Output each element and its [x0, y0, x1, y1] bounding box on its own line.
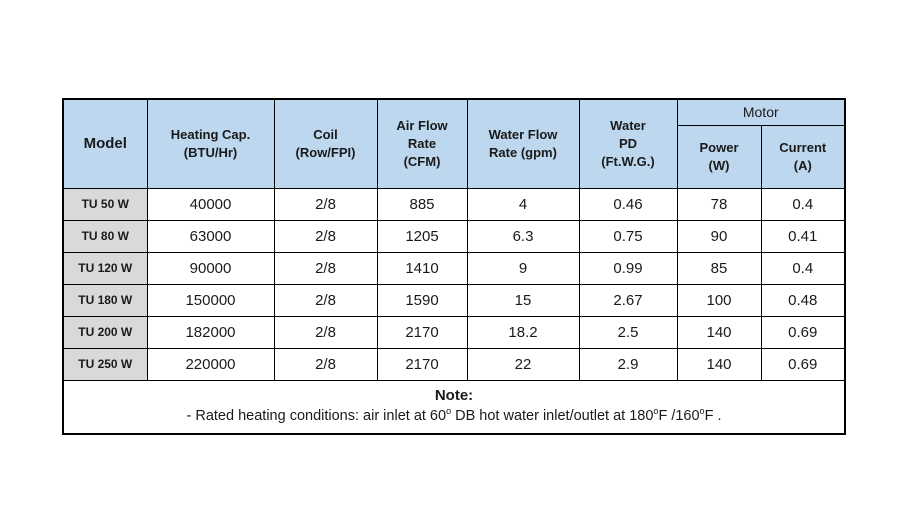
note-text-part: DB hot water inlet/outlet at 180: [451, 407, 654, 424]
water-flow-cell: 6.3: [466, 219, 580, 253]
table-row-tu-120w: TU 120 W 90000 2/8 1410 9 0.99 85 0.4: [62, 251, 846, 285]
water-pd-cell: 2.9: [578, 347, 678, 381]
column-header-power: Power (W): [676, 124, 762, 189]
note-text-part: F /160: [658, 407, 700, 424]
note-text-part: - Rated heating conditions: air inlet at…: [186, 407, 447, 424]
column-group-header-motor: Motor: [676, 98, 846, 126]
column-header-coil: Coil (Row/FPI): [273, 98, 378, 189]
column-header-heating-cap: Heating Cap. (BTU/Hr): [146, 98, 275, 189]
power-cell: 140: [676, 315, 762, 349]
model-cell: TU 50 W: [62, 187, 148, 221]
note-row: Note: - Rated heating conditions: air in…: [62, 379, 846, 435]
coil-cell: 2/8: [273, 219, 378, 253]
table-row-tu-250w: TU 250 W 220000 2/8 2170 22 2.9 140 0.69: [62, 347, 846, 381]
air-flow-cell: 2170: [376, 315, 468, 349]
model-cell: TU 250 W: [62, 347, 148, 381]
water-pd-cell: 0.99: [578, 251, 678, 285]
power-cell: 78: [676, 187, 762, 221]
heating-cap-cell: 150000: [146, 283, 275, 317]
table-row-tu-200w: TU 200 W 182000 2/8 2170 18.2 2.5 140 0.…: [62, 315, 846, 349]
power-cell: 100: [676, 283, 762, 317]
coil-cell: 2/8: [273, 187, 378, 221]
degree-superscript: o: [699, 405, 705, 416]
current-cell: 0.69: [760, 347, 846, 381]
coil-cell: 2/8: [273, 315, 378, 349]
column-header-water-flow-rate: Water Flow Rate (gpm): [466, 98, 580, 189]
heating-cap-cell: 40000: [146, 187, 275, 221]
degree-superscript: o: [653, 405, 659, 416]
current-cell: 0.4: [760, 187, 846, 221]
table-row-tu-180w: TU 180 W 150000 2/8 1590 15 2.67 100 0.4…: [62, 283, 846, 317]
table-row-tu-50w: TU 50 W 40000 2/8 885 4 0.46 78 0.4: [62, 187, 846, 221]
table-body: TU 50 W 40000 2/8 885 4 0.46 78 0.4 TU 8…: [62, 187, 846, 435]
air-flow-cell: 1205: [376, 219, 468, 253]
air-flow-cell: 2170: [376, 347, 468, 381]
current-cell: 0.4: [760, 251, 846, 285]
model-cell: TU 80 W: [62, 219, 148, 253]
column-header-current: Current (A): [760, 124, 846, 189]
degree-superscript: o: [446, 405, 452, 416]
power-cell: 85: [676, 251, 762, 285]
water-pd-cell: 0.75: [578, 219, 678, 253]
air-flow-cell: 1590: [376, 283, 468, 317]
note-cell: Note: - Rated heating conditions: air in…: [62, 379, 846, 435]
coil-cell: 2/8: [273, 283, 378, 317]
table-row-tu-80w: TU 80 W 63000 2/8 1205 6.3 0.75 90 0.41: [62, 219, 846, 253]
air-flow-cell: 1410: [376, 251, 468, 285]
model-cell: TU 180 W: [62, 283, 148, 317]
water-flow-cell: 15: [466, 283, 580, 317]
heating-cap-cell: 90000: [146, 251, 275, 285]
water-flow-cell: 4: [466, 187, 580, 221]
power-cell: 90: [676, 219, 762, 253]
heating-cap-cell: 182000: [146, 315, 275, 349]
model-cell: TU 120 W: [62, 251, 148, 285]
water-flow-cell: 18.2: [466, 315, 580, 349]
note-title: Note:: [434, 387, 474, 405]
column-header-model: Model: [62, 98, 148, 189]
water-flow-cell: 9: [466, 251, 580, 285]
current-cell: 0.41: [760, 219, 846, 253]
coil-cell: 2/8: [273, 251, 378, 285]
table-header: Model Heating Cap. (BTU/Hr) Coil (Row/FP…: [62, 98, 846, 189]
heating-cap-cell: 63000: [146, 219, 275, 253]
water-pd-cell: 2.5: [578, 315, 678, 349]
heating-spec-table: Model Heating Cap. (BTU/Hr) Coil (Row/FP…: [62, 98, 847, 435]
water-pd-cell: 0.46: [578, 187, 678, 221]
current-cell: 0.48: [760, 283, 846, 317]
current-cell: 0.69: [760, 315, 846, 349]
water-flow-cell: 22: [466, 347, 580, 381]
coil-cell: 2/8: [273, 347, 378, 381]
water-pd-cell: 2.67: [578, 283, 678, 317]
column-header-water-pd: Water PD (Ft.W.G.): [578, 98, 678, 189]
heating-cap-cell: 220000: [146, 347, 275, 381]
air-flow-cell: 885: [376, 187, 468, 221]
column-header-air-flow-rate: Air Flow Rate (CFM): [376, 98, 468, 189]
model-cell: TU 200 W: [62, 315, 148, 349]
power-cell: 140: [676, 347, 762, 381]
note-text: - Rated heating conditions: air inlet at…: [72, 406, 836, 428]
note-text-part: F .: [704, 407, 722, 424]
